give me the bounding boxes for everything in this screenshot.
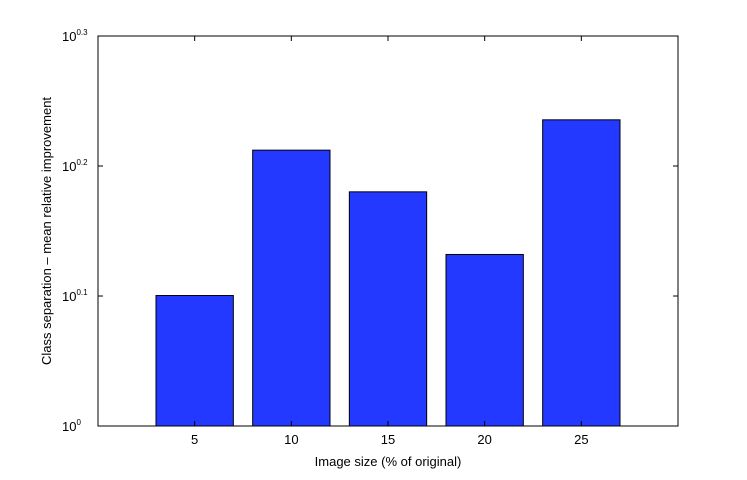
y-tick-label: 100.2: [62, 158, 88, 174]
y-tick-label: 100.1: [62, 288, 88, 304]
x-tick-label: 10: [284, 432, 298, 447]
x-axis-label: Image size (% of original): [315, 454, 462, 469]
bar-20: [445, 253, 524, 427]
y-tick-label: 100.3: [62, 28, 88, 44]
x-tick-label: 15: [381, 432, 395, 447]
y-ticks-group: 100 100.1 100.2 100.3: [62, 28, 678, 434]
bar-15: [348, 191, 428, 427]
x-tick-label: 20: [477, 432, 491, 447]
y-tick-label: 100: [62, 418, 81, 434]
x-ticks-group: 5 10 15 20 25: [191, 36, 589, 447]
y-axis-label: Class separation – mean relative improve…: [39, 97, 54, 365]
bar-10: [252, 149, 331, 427]
bar-5: [155, 295, 234, 427]
x-tick-label: 25: [574, 432, 588, 447]
bars-group: [155, 119, 621, 427]
bar-25: [542, 119, 621, 427]
x-tick-label: 5: [191, 432, 198, 447]
